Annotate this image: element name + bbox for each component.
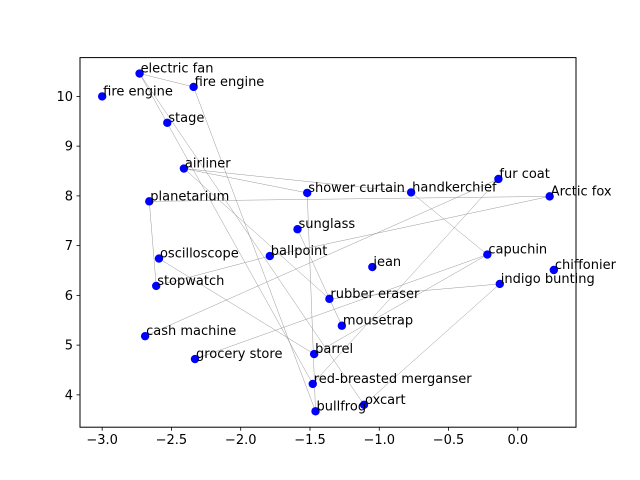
point-label: chiffonier — [555, 258, 617, 273]
data-point — [311, 407, 320, 416]
edge-line — [297, 229, 343, 326]
data-point — [152, 281, 161, 291]
x-tick-label: −2.5 — [156, 433, 188, 448]
edge-line — [314, 254, 488, 355]
edge-line — [183, 168, 412, 193]
data-point — [163, 118, 172, 127]
x-tick-label: −1.0 — [363, 433, 395, 448]
data-point — [309, 349, 319, 359]
plot-frame — [79, 57, 577, 428]
point-label: fur coat — [499, 167, 549, 182]
data-point — [145, 197, 154, 206]
edge-line — [158, 258, 315, 355]
y-tick-label: 10 — [56, 90, 73, 105]
data-point — [97, 92, 107, 101]
point-label: indigo bunting — [501, 272, 595, 287]
edge-line — [183, 168, 330, 300]
point-label: bullfrog — [317, 399, 367, 414]
data-point — [545, 192, 554, 201]
edge-line — [139, 73, 365, 405]
edge-line — [145, 178, 499, 337]
point-label: fire engine — [195, 75, 265, 90]
point-label: rubber eraser — [330, 287, 420, 302]
point-label: red-breasted merganser — [314, 372, 473, 387]
data-point — [154, 254, 164, 263]
data-point — [483, 250, 492, 259]
point-label: barrel — [315, 342, 353, 357]
point-label: planetarium — [150, 189, 229, 204]
point-label: jean — [372, 255, 401, 270]
data-point — [325, 294, 334, 304]
edge-line — [329, 283, 500, 300]
point-label: cash machine — [146, 324, 236, 339]
point-label: capuchin — [488, 243, 547, 258]
data-point — [179, 164, 189, 173]
edge-line — [306, 192, 316, 412]
edge-line — [156, 255, 270, 287]
y-tick-label: 6 — [65, 289, 73, 304]
edge-line — [363, 283, 500, 406]
point-label: electric fan — [141, 62, 214, 77]
data-point — [495, 279, 504, 289]
edge-line — [139, 73, 194, 88]
edge-line — [312, 178, 499, 385]
x-axis: −3.0 −2.5 −2.0 −1.5 −1.0 −0.5 0.0 — [86, 427, 528, 448]
edge-line — [269, 196, 550, 257]
y-tick-label: 7 — [65, 239, 73, 254]
point-label: Arctic fox — [551, 184, 612, 199]
x-tick-label: 0.0 — [507, 433, 528, 448]
edge-line — [194, 254, 488, 360]
x-tick-label: −0.5 — [433, 433, 465, 448]
edge-line — [149, 196, 550, 202]
data-point — [140, 331, 150, 341]
data-point — [190, 354, 200, 364]
y-tick-label: 9 — [65, 140, 73, 155]
point-label: sunglass — [299, 217, 356, 232]
y-tick-label: 4 — [65, 388, 73, 403]
data-point — [265, 251, 275, 261]
point-label: fire engine — [103, 84, 173, 99]
edge-line — [410, 192, 488, 255]
edges-layer — [139, 73, 550, 412]
data-point — [406, 188, 416, 197]
point-label: oxcart — [365, 393, 406, 408]
point-label: airliner — [185, 157, 231, 172]
data-point — [359, 400, 369, 410]
data-point — [337, 321, 347, 330]
points-layer — [97, 69, 559, 416]
data-point — [293, 225, 302, 234]
data-point — [308, 379, 317, 389]
x-tick-label: −2.0 — [225, 433, 257, 448]
point-label: stage — [168, 111, 204, 126]
data-point — [494, 174, 503, 184]
data-point — [189, 82, 198, 92]
point-label: oscilloscope — [160, 247, 239, 262]
edge-line — [149, 201, 157, 286]
y-tick-label: 8 — [65, 189, 73, 204]
point-label: ballpoint — [271, 244, 328, 259]
edge-line — [193, 86, 316, 412]
point-label: handkerchief — [412, 180, 497, 195]
data-point — [368, 262, 377, 272]
edge-line — [183, 168, 308, 194]
point-label: mousetrap — [343, 314, 413, 329]
y-axis: 4 5 6 7 8 9 10 — [56, 90, 80, 403]
point-label: shower curtain — [308, 181, 405, 196]
data-point — [549, 265, 559, 275]
point-label: stopwatch — [157, 274, 224, 289]
x-tick-label: −3.0 — [86, 433, 118, 448]
x-tick-label: −1.5 — [294, 433, 326, 448]
data-point — [135, 69, 144, 78]
y-tick-label: 5 — [65, 339, 73, 354]
point-label: grocery store — [196, 347, 282, 362]
data-point — [303, 188, 312, 198]
